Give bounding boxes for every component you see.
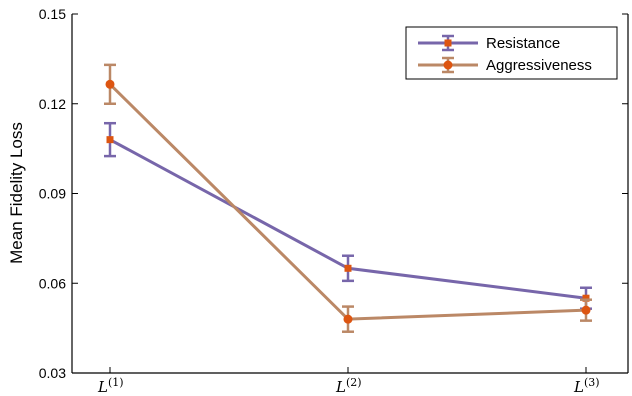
legend-entry: Resistance: [418, 34, 560, 52]
series-aggressiveness: [104, 63, 592, 333]
data-point: [581, 305, 591, 315]
y-tick-label: 0.06: [39, 275, 66, 291]
series-line: [108, 83, 587, 321]
y-tick-label: 0.03: [39, 365, 66, 381]
legend-label: Aggressiveness: [486, 57, 592, 74]
plot-area: [104, 63, 592, 333]
legend-box: [405, 26, 618, 80]
legend-marker: [444, 39, 452, 47]
x-ticks: L(1) L(2) L(3): [97, 367, 600, 396]
legend: Resistance Aggressiveness: [405, 26, 618, 80]
data-point: [343, 314, 353, 324]
x-tick-label: L(1): [97, 376, 124, 396]
data-point: [582, 294, 590, 302]
y-ticks: 0.03 0.06 0.09 0.12 0.15: [39, 6, 628, 381]
data-point: [105, 79, 115, 89]
y-tick-label: 0.12: [39, 96, 66, 112]
y-axis-label: Mean Fidelity Loss: [7, 122, 26, 264]
x-tick-label: L(3): [573, 376, 600, 396]
legend-marker: [443, 60, 453, 70]
series-resistance: [104, 121, 592, 310]
y-tick-label: 0.09: [39, 186, 66, 202]
legend-entry: Aggressiveness: [418, 56, 592, 74]
x-tick-label: L(2): [335, 376, 362, 396]
y-tick-label: 0.15: [39, 6, 66, 22]
data-point: [344, 264, 352, 272]
data-point: [106, 136, 114, 144]
legend-label: Resistance: [486, 35, 560, 52]
